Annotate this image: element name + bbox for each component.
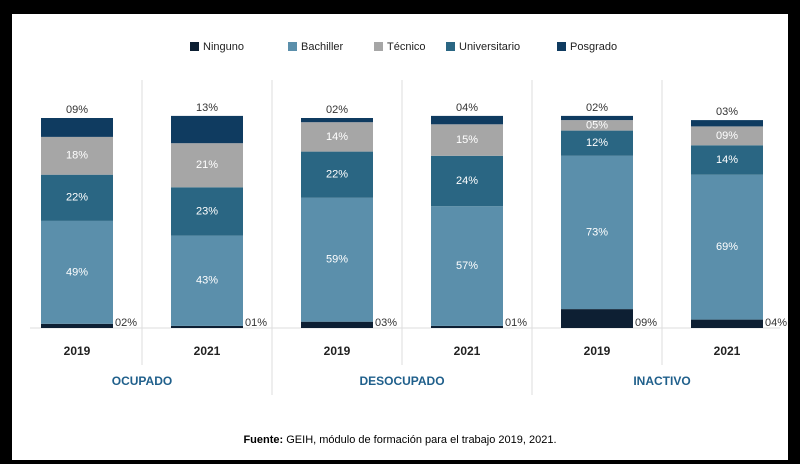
- value-label: 14%: [716, 154, 738, 166]
- value-label: 03%: [375, 317, 397, 329]
- legend-label: Técnico: [387, 41, 426, 53]
- bar-segment: [41, 323, 113, 328]
- bar-segment: [561, 115, 633, 121]
- value-label: 09%: [716, 130, 738, 142]
- bar-segment: [691, 126, 763, 146]
- value-label: 13%: [196, 102, 218, 114]
- panel: [12, 14, 788, 460]
- bar-segment: [301, 321, 373, 328]
- legend-label: Bachiller: [301, 41, 344, 53]
- source-note: Fuente: GEIH, módulo de formación para e…: [243, 434, 556, 446]
- bar-segment: [301, 118, 373, 123]
- value-label: 14%: [326, 131, 348, 143]
- bar-segment: [171, 235, 243, 326]
- group-label: OCUPADO: [112, 374, 172, 388]
- value-label: 05%: [586, 119, 608, 131]
- legend-swatch: [374, 42, 383, 51]
- legend-swatch: [446, 42, 455, 51]
- bar-segment: [171, 115, 243, 144]
- bar-segment: [301, 122, 373, 152]
- value-label: 01%: [245, 317, 267, 329]
- legend-swatch: [288, 42, 297, 51]
- value-label: 02%: [586, 102, 608, 114]
- bar-segment: [301, 197, 373, 322]
- x-tick-label: 2019: [64, 344, 91, 358]
- legend-label: Posgrado: [570, 41, 617, 53]
- value-label: 15%: [456, 134, 478, 146]
- value-label: 22%: [66, 192, 88, 204]
- legend-swatch: [190, 42, 199, 51]
- group-label: INACTIVO: [633, 374, 690, 388]
- bar-segment: [41, 136, 113, 175]
- bar-segment: [561, 155, 633, 310]
- x-tick-label: 2021: [194, 344, 221, 358]
- bar-segment: [431, 155, 503, 207]
- value-label: 59%: [326, 254, 348, 266]
- bar-segment: [561, 309, 633, 328]
- bar-segment: [561, 120, 633, 131]
- value-label: 69%: [716, 241, 738, 253]
- bar-segment: [171, 325, 243, 328]
- value-label: 73%: [586, 226, 608, 238]
- value-label: 24%: [456, 175, 478, 187]
- value-label: 09%: [635, 317, 657, 329]
- value-label: 23%: [196, 205, 218, 217]
- x-tick-label: 2019: [584, 344, 611, 358]
- bar-segment: [41, 118, 113, 137]
- value-label: 09%: [66, 104, 88, 116]
- bar-segment: [171, 143, 243, 188]
- group-label: DESOCUPADO: [359, 374, 444, 388]
- bar-segment: [431, 325, 503, 328]
- bar-segment: [431, 115, 503, 125]
- value-label: 02%: [115, 317, 137, 329]
- value-label: 21%: [196, 159, 218, 171]
- value-label: 04%: [456, 102, 478, 114]
- source-label: Fuente:: [243, 434, 283, 446]
- bar-segment: [301, 151, 373, 198]
- value-label: 22%: [326, 169, 348, 181]
- value-label: 04%: [765, 317, 787, 329]
- value-label: 02%: [326, 104, 348, 116]
- x-tick-label: 2021: [454, 344, 481, 358]
- legend-label: Universitario: [459, 41, 520, 53]
- value-label: 49%: [66, 266, 88, 278]
- bar-segment: [691, 145, 763, 175]
- value-label: 03%: [716, 106, 738, 118]
- legend-label: Ninguno: [203, 41, 244, 53]
- bar-segment: [431, 206, 503, 326]
- value-label: 01%: [505, 317, 527, 329]
- value-label: 43%: [196, 275, 218, 287]
- source-text: GEIH, módulo de formación para el trabaj…: [286, 434, 556, 446]
- bar-segment: [691, 174, 763, 320]
- x-tick-label: 2019: [324, 344, 351, 358]
- bar-segment: [561, 130, 633, 156]
- bar-segment: [41, 220, 113, 324]
- value-label: 18%: [66, 150, 88, 162]
- bar-segment: [691, 319, 763, 328]
- bar-segment: [41, 174, 113, 221]
- value-label: 57%: [456, 260, 478, 272]
- bar-segment: [431, 124, 503, 156]
- bar-segment: [171, 187, 243, 236]
- legend-swatch: [557, 42, 566, 51]
- bar-segment: [691, 120, 763, 127]
- value-label: 12%: [586, 137, 608, 149]
- x-tick-label: 2021: [714, 344, 741, 358]
